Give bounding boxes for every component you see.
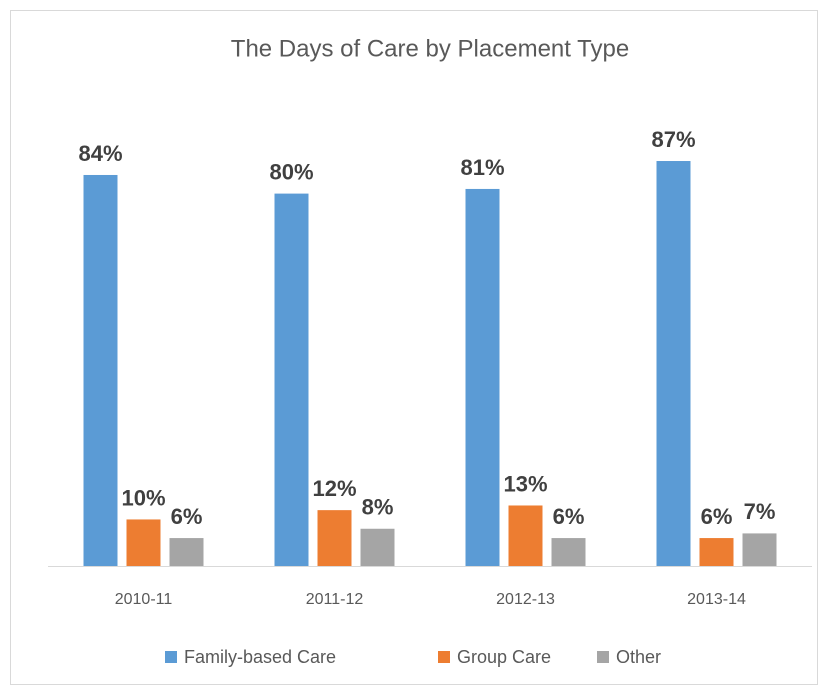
bar [169,538,204,566]
bar [699,538,734,566]
value-label: 6% [701,504,733,529]
legend-label: Group Care [457,647,551,667]
x-tick-label: 2011-12 [306,591,364,608]
bar [126,519,161,566]
value-label: 12% [312,476,356,501]
value-label: 87% [651,127,695,152]
value-label: 6% [171,504,203,529]
bar [360,528,395,566]
x-tick-label: 2010-11 [115,591,173,608]
bar [317,510,352,566]
value-label: 8% [362,495,394,520]
value-label: 84% [78,141,122,166]
x-tick-label: 2012-13 [496,591,555,608]
value-label: 7% [744,499,776,524]
bar [508,505,543,566]
bar [465,188,500,566]
legend-label: Other [616,647,661,667]
bar [83,174,118,567]
x-tick-label: 2013-14 [687,591,746,608]
legend-label: Family-based Care [184,647,336,667]
value-label: 80% [269,159,313,184]
value-label: 10% [121,485,165,510]
legend-swatch [165,651,177,663]
value-label: 6% [553,504,585,529]
value-label: 81% [460,155,504,180]
bar [274,193,309,566]
value-label: 13% [503,471,547,496]
chart-frame [10,10,818,685]
bar [742,533,777,566]
legend-swatch [438,651,450,663]
chart-title: The Days of Care by Placement Type [231,35,629,62]
bar [551,538,586,566]
legend-swatch [597,651,609,663]
bar [656,161,691,566]
